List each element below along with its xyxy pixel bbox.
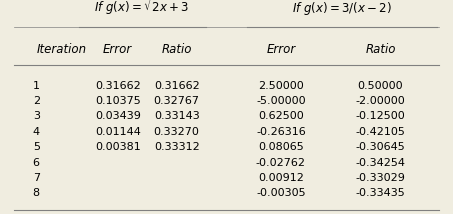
Text: -0.42105: -0.42105: [356, 127, 405, 137]
Text: 1: 1: [33, 81, 40, 91]
Text: 0.08065: 0.08065: [258, 142, 304, 152]
Text: If $g(x) = \sqrt{2x+3}$: If $g(x) = \sqrt{2x+3}$: [94, 0, 192, 17]
Text: -0.33435: -0.33435: [356, 189, 405, 198]
Text: Ratio: Ratio: [161, 43, 192, 56]
Text: Iteration: Iteration: [36, 43, 87, 56]
Text: 0.50000: 0.50000: [358, 81, 403, 91]
Text: 3: 3: [33, 111, 40, 121]
Text: 0.62500: 0.62500: [258, 111, 304, 121]
Text: 0.01144: 0.01144: [95, 127, 141, 137]
Text: -0.02762: -0.02762: [256, 158, 306, 168]
Text: 4: 4: [33, 127, 40, 137]
Text: Error: Error: [266, 43, 295, 56]
Text: -5.00000: -5.00000: [256, 96, 306, 106]
Text: Error: Error: [103, 43, 132, 56]
Text: -0.12500: -0.12500: [356, 111, 405, 121]
Text: -0.00305: -0.00305: [256, 189, 306, 198]
Text: 7: 7: [33, 173, 40, 183]
Text: 2.50000: 2.50000: [258, 81, 304, 91]
Text: -0.30645: -0.30645: [356, 142, 405, 152]
Text: 6: 6: [33, 158, 40, 168]
Text: -2.00000: -2.00000: [356, 96, 405, 106]
Text: -0.33029: -0.33029: [356, 173, 405, 183]
Text: 0.32767: 0.32767: [154, 96, 200, 106]
Text: 2: 2: [33, 96, 40, 106]
Text: 0.00381: 0.00381: [95, 142, 140, 152]
Text: 5: 5: [33, 142, 40, 152]
Text: 0.31662: 0.31662: [154, 81, 199, 91]
Text: -0.34254: -0.34254: [356, 158, 405, 168]
Text: 0.00912: 0.00912: [258, 173, 304, 183]
Text: -0.26316: -0.26316: [256, 127, 306, 137]
Text: 0.33270: 0.33270: [154, 127, 200, 137]
Text: 0.33312: 0.33312: [154, 142, 199, 152]
Text: 8: 8: [33, 189, 40, 198]
Text: 0.03439: 0.03439: [95, 111, 141, 121]
Text: 0.33143: 0.33143: [154, 111, 199, 121]
Text: 0.31662: 0.31662: [95, 81, 140, 91]
Text: 0.10375: 0.10375: [95, 96, 140, 106]
Text: Ratio: Ratio: [365, 43, 396, 56]
Text: If $g(x) = 3/(x-2)$: If $g(x) = 3/(x-2)$: [292, 0, 392, 17]
